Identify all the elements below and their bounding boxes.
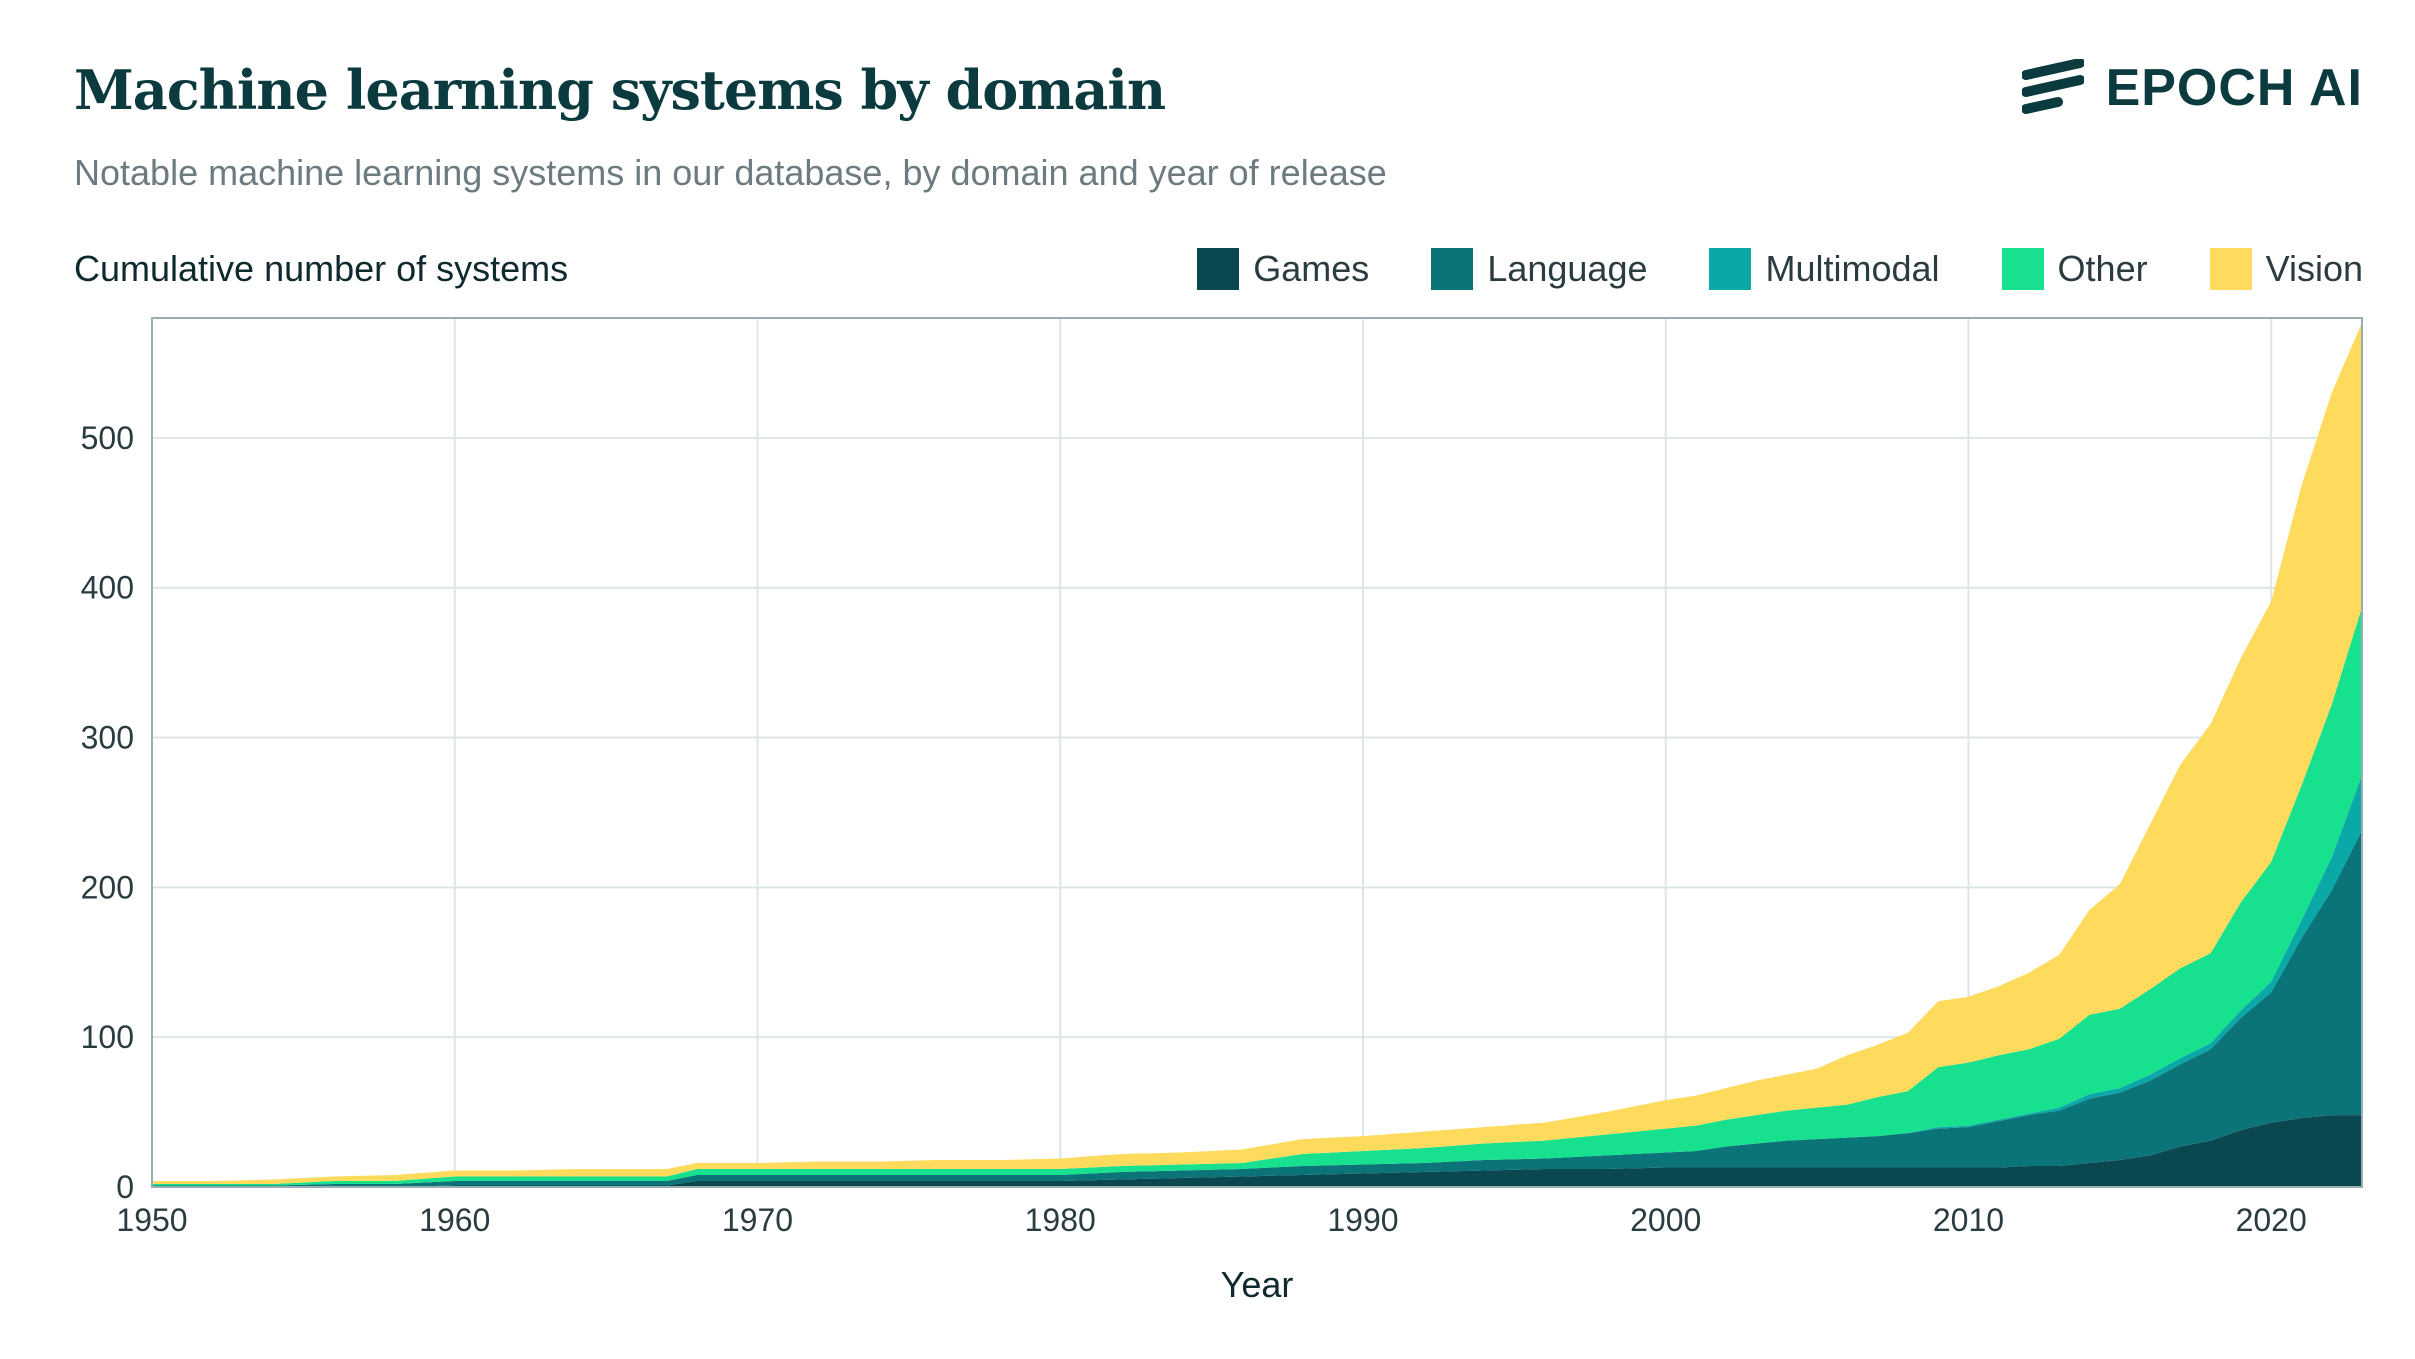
x-tick-label: 1960 (419, 1202, 490, 1238)
legend: Games Language Multimodal Other Vision (1197, 248, 2363, 290)
y-tick-label: 100 (81, 1019, 134, 1055)
x-tick-label: 2010 (1933, 1202, 2004, 1238)
epoch-logo-icon (2021, 59, 2084, 114)
y-tick-label: 200 (81, 869, 134, 905)
plot-frame (151, 317, 2363, 1188)
legend-item-multimodal: Multimodal (1709, 248, 1940, 290)
chart-subtitle: Notable machine learning systems in our … (74, 152, 1387, 193)
legend-item-other: Other (2001, 248, 2148, 290)
legend-item-language: Language (1431, 248, 1647, 290)
logo-text: EPOCH AI (2105, 59, 2363, 117)
area-series-other (152, 607, 2362, 1186)
legend-label: Language (1487, 248, 1648, 289)
x-tick-label: 2020 (2236, 1202, 2307, 1238)
x-axis-title: Year (1221, 1264, 1294, 1305)
legend-item-vision: Vision (2209, 248, 2363, 290)
legend-label: Other (2057, 248, 2148, 289)
x-tick-label: 2000 (1630, 1202, 1701, 1238)
area-series-language (152, 830, 2362, 1187)
legend-swatch (1709, 248, 1752, 290)
x-tick-label: 1980 (1025, 1202, 1096, 1238)
y-tick-label: 300 (81, 720, 134, 756)
y-tick-label: 400 (81, 570, 134, 606)
x-tick-label: 1970 (722, 1202, 793, 1238)
chart-title: Machine learning systems by domain (74, 58, 1166, 122)
area-series-games (152, 1115, 2362, 1187)
y-tick-label: 500 (81, 420, 134, 456)
legend-label: Multimodal (1765, 248, 1940, 289)
y-axis-title: Cumulative number of systems (74, 248, 569, 289)
legend-swatch (2209, 248, 2252, 290)
legend-swatch (1197, 248, 1240, 290)
x-tick-label: 1950 (116, 1202, 187, 1238)
legend-swatch (2001, 248, 2044, 290)
epoch-ai-logo[interactable]: EPOCH AI (2021, 58, 2363, 118)
x-tick-label: 1990 (1327, 1202, 1398, 1238)
legend-swatch (1431, 248, 1474, 290)
y-tick-label: 0 (116, 1169, 134, 1205)
legend-item-games: Games (1197, 248, 1369, 290)
legend-label: Vision (2265, 248, 2363, 289)
legend-label: Games (1253, 248, 1370, 289)
